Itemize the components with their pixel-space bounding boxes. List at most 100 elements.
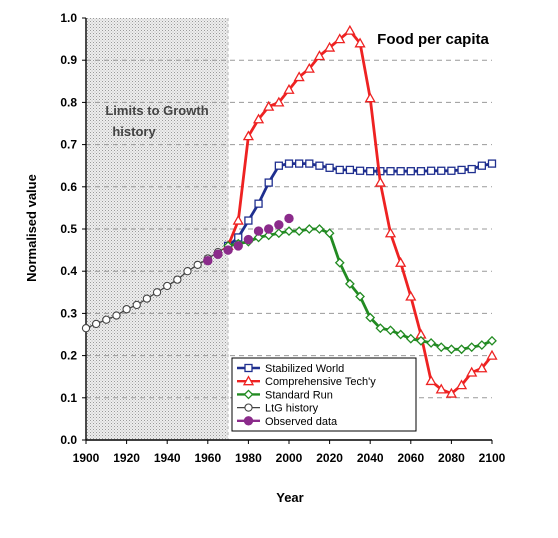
data-point [81,324,91,333]
shaded-region-label-line1: Limits to Growth [105,103,208,118]
data-point [447,166,456,175]
data-point [274,220,284,230]
data-point [264,178,273,187]
legend-box [231,357,417,432]
data-point [416,335,426,346]
legend-label: LtG history [265,403,319,415]
shaded-region-label-line2: history [112,124,156,139]
x-tick-label: 2000 [276,451,303,465]
y-tick-label: 0.5 [60,222,77,236]
data-point [405,290,417,301]
legend-item-ltg-history: LtG history [237,403,319,415]
data-point [446,344,457,355]
data-point [264,224,274,234]
data-point [476,340,487,350]
data-point [253,232,264,243]
legend-swatch-marker [243,389,254,400]
data-point [325,163,334,172]
legend-label: Comprehensive Tech'y [265,376,376,388]
data-point [445,387,458,398]
x-axis-title: Year [276,490,303,505]
series-observed-data [203,213,294,266]
data-point [283,83,295,94]
data-point [304,224,315,234]
data-point [183,267,192,276]
data-point [232,214,244,225]
y-tick-label: 0.6 [60,180,77,194]
legend-item-observed-data: Observed data [237,416,338,428]
data-point [253,226,264,236]
series-standard-run [223,224,497,355]
data-point [284,159,294,168]
y-tick-label: 0.0 [60,433,77,447]
data-point [466,366,478,377]
x-tick-label: 1900 [73,451,100,465]
x-tick-label: 2040 [357,451,384,465]
legend-item-standard-run: Standard Run [237,389,333,401]
y-tick-label: 0.9 [60,53,77,67]
data-point [263,230,274,241]
data-point [315,161,324,170]
series-comprehensive-tech-y [222,24,498,398]
data-point [426,166,436,175]
data-point [152,288,162,297]
data-point [385,325,396,336]
data-point [355,166,365,175]
y-tick-label: 0.4 [60,264,77,278]
data-point [436,342,447,353]
x-tick-label: 1920 [113,451,140,465]
data-point [364,92,376,103]
y-tick-label: 0.1 [60,391,77,405]
data-point [426,338,437,348]
data-point [284,226,294,237]
data-point [284,213,294,224]
x-tick-label: 2100 [479,451,506,465]
data-point [242,130,255,141]
y-tick-label: 0.3 [60,306,77,320]
legend-label: Observed data [265,416,338,428]
data-point [425,375,437,386]
data-point [254,199,263,208]
data-point [142,294,152,303]
data-point [305,159,314,168]
data-point [293,71,305,82]
data-point [457,165,466,175]
data-point [435,383,447,394]
data-point [456,344,467,355]
data-point [244,216,253,225]
y-tick-label: 0.7 [60,138,77,152]
data-point [334,33,346,44]
data-point [344,278,355,289]
data-point [366,167,375,176]
legend-label: Stabilized World [265,363,344,375]
data-point [476,362,488,373]
x-tick-label: 1960 [194,451,221,465]
data-point [405,333,416,344]
data-point [467,164,476,174]
data-point [102,315,111,324]
data-point [92,319,101,329]
x-tick-label: 1980 [235,451,262,465]
legend-item-comprehensive-tech-y: Comprehensive Tech'y [237,375,376,388]
data-point [223,245,233,255]
data-point [365,312,376,323]
y-axis-title: Normalised value [24,174,39,282]
legend-swatch-marker [243,416,254,426]
data-point [313,50,326,61]
data-point [163,281,172,291]
data-point [477,161,487,170]
data-point [455,379,468,390]
data-point [355,291,365,302]
y-tick-label: 1.0 [60,11,77,25]
data-point [344,24,356,35]
data-point [375,323,386,334]
x-tick-label: 2060 [397,451,424,465]
data-point [395,329,406,340]
data-point [273,96,285,107]
data-point [122,305,131,314]
data-point [213,249,223,260]
data-point [303,62,315,73]
data-point [354,37,366,48]
y-tick-label: 0.8 [60,95,77,109]
